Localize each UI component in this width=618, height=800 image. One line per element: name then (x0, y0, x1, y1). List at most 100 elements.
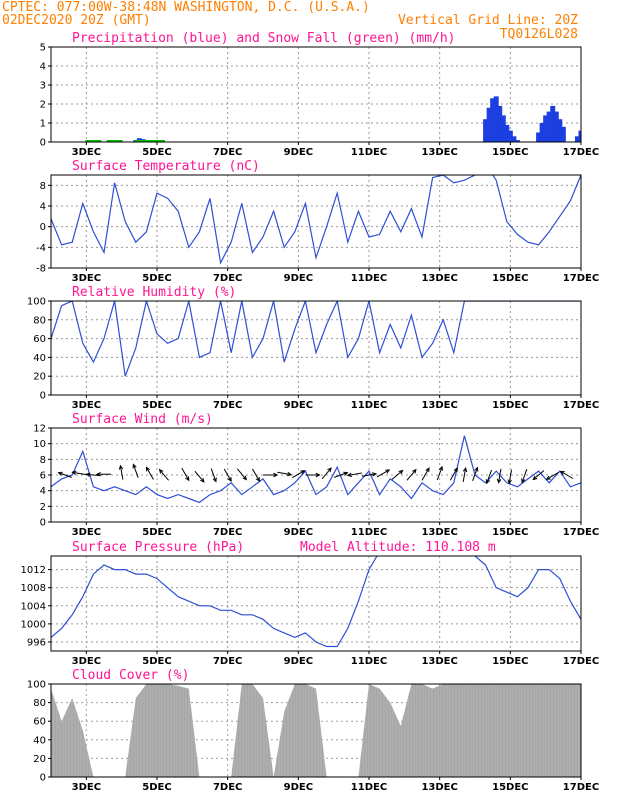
panel-precip: Precipitation (blue) and Snow Fall (gree… (40, 31, 600, 158)
x-tick-label: 5DEC (142, 656, 171, 667)
precip-bar (553, 111, 559, 142)
x-tick-label: 15DEC (492, 782, 528, 793)
wind-arrow (252, 468, 260, 482)
wind-arrow (391, 470, 403, 480)
x-tick-label: 11DEC (351, 527, 387, 538)
series-pres (51, 556, 581, 648)
y-tick-label: 8 (40, 181, 46, 192)
y-tick-label: 0 (40, 138, 46, 149)
x-tick-label: 7DEC (213, 527, 242, 538)
wind-arrow (421, 467, 430, 481)
y-tick-label: 100 (27, 297, 46, 308)
wind-arrow (210, 468, 217, 482)
y-tick-label: 1000 (21, 619, 46, 630)
line-pres (51, 556, 581, 648)
x-tick-label: 13DEC (421, 656, 457, 667)
y-tick-label: 0 (40, 222, 46, 233)
wind-arrow (347, 472, 362, 476)
wind-arrow (508, 469, 513, 484)
wind-arrow-head (438, 465, 443, 471)
y-tick-label: -8 (36, 264, 46, 275)
x-tick-label: 11DEC (351, 656, 387, 667)
y-tick-label: 8 (40, 455, 46, 466)
panel-extra-pres: Model Altitude: 110.108 m (300, 540, 496, 555)
wind-arrow (277, 471, 292, 476)
panel-frame (50, 174, 582, 269)
panel-title-cloud: Cloud Cover (%) (72, 668, 189, 683)
panel-temp: Surface Temperature (nC) -8 -4 0 4 8 3DEC 5DEC 7… (36, 159, 599, 284)
wind-arrow-head (158, 468, 164, 474)
wind-arrow (436, 466, 443, 481)
wind-arrow-head (300, 470, 306, 475)
wind-arrow-head (200, 477, 205, 483)
wind-arrow-head (545, 475, 551, 480)
precip-bar (578, 130, 581, 142)
precip-bar (483, 119, 489, 142)
wind-arrow-head (521, 478, 526, 484)
y-tick-label: 996 (27, 637, 46, 648)
precip-bar (560, 126, 566, 142)
x-tick-label: 3DEC (72, 147, 101, 158)
x-tick-label: 7DEC (213, 782, 242, 793)
precip-bar (546, 111, 552, 142)
wind-arrow (546, 471, 560, 480)
wind-arrow (406, 469, 417, 481)
y-tick-label: 1 (40, 119, 46, 130)
panel-frame (50, 300, 582, 396)
precip-bar (550, 105, 556, 142)
wind-arrow (521, 469, 528, 483)
x-tick-label: 3DEC (72, 527, 101, 538)
precip-bar (536, 132, 542, 142)
wind-arrow-head (532, 475, 538, 481)
wind-arrow (159, 469, 169, 481)
y-tick-label: 3 (40, 81, 46, 92)
wind-arrow (362, 473, 376, 477)
panel-title-precip: Precipitation (blue) and Snow Fall (gree… (72, 31, 456, 46)
x-tick-label: 5DEC (142, 400, 171, 411)
wind-arrow (292, 470, 305, 479)
x-tick-label: 11DEC (351, 782, 387, 793)
wind-arrow (532, 470, 545, 480)
panel-frame (50, 555, 582, 652)
panel-cloud: Cloud Cover (%) 0 20 40 60 80 100 3DEC 5DEC 7DEC 9… (27, 668, 599, 793)
wind-arrow-head (346, 472, 352, 478)
line-rh (51, 301, 581, 377)
y-tick-label: 1012 (21, 565, 46, 576)
line-wind (51, 435, 581, 504)
wind-arrow-head (118, 464, 124, 470)
precip-bar (511, 136, 517, 142)
y-tick-label: 2 (40, 502, 46, 513)
panel-pres: Surface Pressure (hPa) Model Altitude: 11… (21, 540, 600, 667)
y-tick-label: 60 (33, 334, 46, 345)
line-temp (51, 175, 581, 265)
x-tick-label: 3DEC (72, 782, 101, 793)
wind-arrow-head (185, 476, 190, 482)
x-tick-label: 9DEC (284, 527, 313, 538)
wind-arrow (223, 468, 232, 482)
wind-arrow (376, 469, 390, 478)
y-tick-label: 1004 (21, 601, 46, 612)
precip-bar (486, 107, 492, 142)
wind-arrow-head (315, 472, 321, 478)
y-tick-label: 2 (40, 100, 46, 111)
x-tick-label: 5DEC (142, 782, 171, 793)
wind-arrow (498, 468, 502, 483)
wind-arrow (472, 467, 478, 481)
x-tick-label: 17DEC (563, 782, 599, 793)
wind-arrow-head (343, 471, 349, 476)
x-tick-label: 17DEC (563, 400, 599, 411)
wind-arrow-head (425, 467, 430, 473)
series-precip (85, 96, 581, 142)
x-tick-label: 3DEC (72, 400, 101, 411)
x-tick-label: 7DEC (213, 400, 242, 411)
header-model: TQ0126L028 (500, 27, 578, 42)
series-cloud (51, 684, 581, 777)
wind-arrow-head (242, 475, 248, 481)
y-tick-label: 1008 (21, 583, 46, 594)
x-tick-label: 9DEC (284, 400, 313, 411)
panel-frame (50, 683, 582, 778)
wind-arrow (86, 473, 101, 477)
y-tick-label: 12 (33, 424, 46, 435)
y-tick-label: 40 (33, 735, 46, 746)
